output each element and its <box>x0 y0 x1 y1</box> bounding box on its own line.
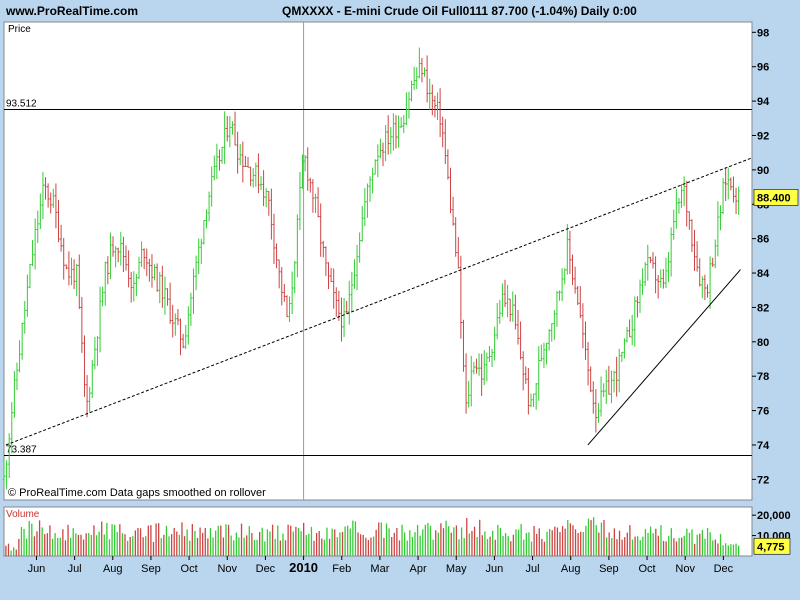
time-tick-label: Nov <box>675 563 695 575</box>
time-tick-label: Nov <box>217 563 237 575</box>
price-tick-label: 96 <box>757 62 769 74</box>
time-tick-label: Sep <box>141 563 161 575</box>
site-name[interactable]: www.ProRealTime.com <box>6 4 139 18</box>
time-tick-label: Jun <box>28 563 46 575</box>
time-tick-label: Dec <box>714 563 734 575</box>
price-tick-label: 78 <box>757 371 769 383</box>
price-panel-label: Price <box>8 24 31 35</box>
time-tick-label: Aug <box>103 563 123 575</box>
instrument-info: QMXXXX - E-mini Crude Oil Full0111 87.70… <box>282 4 637 18</box>
price-tick-label: 94 <box>757 96 770 108</box>
chart-header: www.ProRealTime.com QMXXXX - E-mini Crud… <box>0 0 800 22</box>
chart-footer-note: © ProRealTime.com Data gaps smoothed on … <box>8 487 266 499</box>
time-tick-label: Sep <box>599 563 619 575</box>
price-tick-label: 80 <box>757 337 769 349</box>
price-tick-label: 82 <box>757 302 769 314</box>
time-tick-label: Jul <box>68 563 82 575</box>
last-price-badge <box>753 189 799 206</box>
price-level-label: 93.512 <box>6 98 37 109</box>
time-tick-label: May <box>446 563 467 575</box>
price-tick-label: 92 <box>757 130 769 142</box>
last-volume-value: 4,775 <box>757 541 785 553</box>
price-tick-label: 72 <box>757 474 769 486</box>
time-tick-label: Apr <box>410 563 427 575</box>
price-panel <box>3 21 753 501</box>
price-tick-label: 74 <box>757 440 770 452</box>
price-tick-label: 84 <box>757 268 770 280</box>
volume-tick-label: 20,000 <box>757 510 791 522</box>
time-tick-label: Oct <box>181 563 198 575</box>
last-volume-badge <box>753 537 791 555</box>
time-tick-label: Oct <box>638 563 655 575</box>
time-tick-label: Mar <box>370 563 389 575</box>
time-tick-label: Feb <box>332 563 351 575</box>
price-tick-label: 76 <box>757 406 769 418</box>
time-tick-label: Jun <box>486 563 504 575</box>
time-tick-label: Aug <box>561 563 581 575</box>
price-tick-label: 98 <box>757 27 769 39</box>
time-tick-label: Jul <box>526 563 540 575</box>
price-level-label: 73.387 <box>6 445 37 456</box>
volume-panel-label: Volume <box>6 509 40 520</box>
last-price-value: 88.400 <box>757 192 791 204</box>
support-trendline <box>587 269 741 446</box>
time-tick-label: 2010 <box>289 560 318 575</box>
price-tick-label: 90 <box>757 165 769 177</box>
price-tick-label: 86 <box>757 234 769 246</box>
time-tick-label: Dec <box>256 563 276 575</box>
dashed-trendline <box>5 157 753 446</box>
